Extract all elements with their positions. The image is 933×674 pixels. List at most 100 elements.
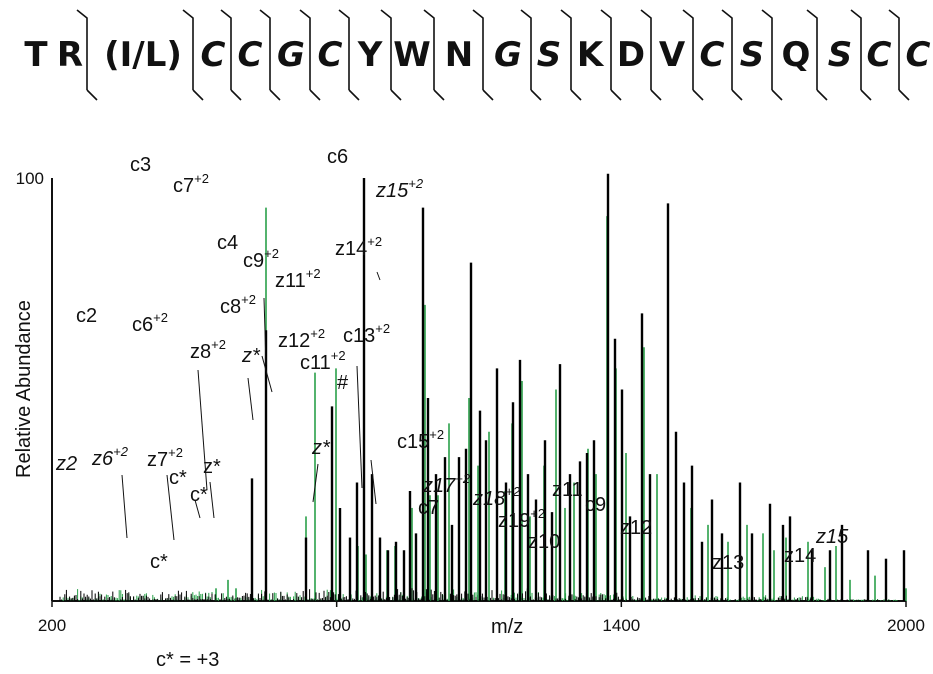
peak-label: z19+2 xyxy=(498,506,545,532)
peak-label-charge: +2 xyxy=(408,176,424,191)
peak-label-text: z6 xyxy=(91,448,114,470)
peak-label: c* xyxy=(150,551,168,573)
peak-label-text: c7 xyxy=(418,497,439,519)
peak-label: z14 xyxy=(784,545,816,567)
peak-label-text: c* xyxy=(150,551,168,573)
residue: W xyxy=(393,35,431,75)
peak-label: c15+2 xyxy=(397,427,444,453)
peak-label: z* xyxy=(241,345,261,367)
leader-line xyxy=(166,474,175,541)
peak-label-text: z* xyxy=(241,345,261,367)
peak-label-charge: +2 xyxy=(168,445,183,460)
c-cleavage-mark xyxy=(640,9,652,90)
z-cleavage-mark xyxy=(230,89,242,101)
residue: S xyxy=(740,35,765,75)
z-cleavage-mark xyxy=(898,89,910,101)
peak-label: z10 xyxy=(528,531,560,553)
c-cleavage-mark xyxy=(761,9,773,90)
peak-label-charge: +2 xyxy=(367,234,382,249)
c-cleavage-mark xyxy=(259,9,271,90)
peak-label: c11+2 xyxy=(300,348,346,374)
c-cleavage-mark xyxy=(220,9,232,90)
c-cleavage-mark xyxy=(560,9,572,90)
x-tick-label: 800 xyxy=(322,616,350,635)
peak-label: c9+2 xyxy=(243,246,279,272)
peak-label: c8+2 xyxy=(220,292,256,318)
residue: Q xyxy=(782,35,811,75)
residue: S xyxy=(537,35,562,75)
z-cleavage-mark xyxy=(860,89,872,101)
charge-footnote: c* = +3 xyxy=(156,649,219,671)
peak-label-text: c9 xyxy=(585,494,606,516)
z-cleavage-mark xyxy=(309,89,321,101)
residue: K xyxy=(577,35,605,75)
residue: T xyxy=(24,35,48,75)
residue: N xyxy=(445,35,473,75)
residue: C xyxy=(318,35,343,75)
peak-label-text: z11 xyxy=(275,270,306,292)
z-cleavage-mark xyxy=(433,89,445,101)
peak-label-text: z11 xyxy=(552,479,583,501)
c-cleavage-mark xyxy=(380,9,392,90)
peak-label: z11 xyxy=(552,479,583,501)
peak-label-charge: +2 xyxy=(264,246,279,261)
y-axis-label: Relative Abundance xyxy=(13,300,35,478)
peak-label: c* xyxy=(190,484,208,506)
peak-label-text: z15 xyxy=(815,526,849,548)
peak-label-charge: +2 xyxy=(194,171,209,186)
z-cleavage-mark xyxy=(731,89,743,101)
peak-label: c4 xyxy=(217,232,238,254)
peak-label-charge: +2 xyxy=(429,427,444,442)
leader-line xyxy=(194,499,201,519)
leader-line xyxy=(209,481,215,519)
peak-label-text: z18 xyxy=(472,488,505,510)
peak-label-charge: +2 xyxy=(530,506,545,521)
peak-label-text: z8 xyxy=(190,341,211,363)
c-cleavage-mark xyxy=(76,9,88,90)
peak-label: c* xyxy=(169,467,187,489)
peak-label: z14+2 xyxy=(335,234,382,260)
residue: S xyxy=(828,35,853,75)
residue: V xyxy=(659,35,686,75)
annotation-leader-lines xyxy=(121,271,381,541)
peak-label: z8+2 xyxy=(190,337,226,363)
peak-label-text: z14 xyxy=(784,545,816,567)
c-cleavage-mark xyxy=(600,9,612,90)
leader-line xyxy=(197,369,208,491)
z-cleavage-mark xyxy=(482,89,494,101)
peak-label-text: z12 xyxy=(620,517,652,539)
black-spectrum xyxy=(59,173,906,601)
peak-label-text: c15 xyxy=(397,431,429,453)
c-cleavage-mark xyxy=(182,9,194,90)
leader-line xyxy=(376,271,381,281)
x-tick-label: 2000 xyxy=(887,616,925,635)
peak-label-charge: +2 xyxy=(153,310,168,325)
peak-label-text: z* xyxy=(311,437,331,459)
peak-label-text: z15 xyxy=(375,180,409,202)
z-cleavage-mark xyxy=(610,89,622,101)
peak-label-text: c2 xyxy=(76,305,97,327)
peak-label-text: c4 xyxy=(217,232,238,254)
leader-line xyxy=(247,377,254,421)
peak-label-text: z12 xyxy=(278,330,310,352)
peak-label-text: c7 xyxy=(173,175,194,197)
peak-label: c7+2 xyxy=(173,171,209,197)
z-cleavage-mark xyxy=(771,89,783,101)
peak-label-text: z13 xyxy=(712,552,744,574)
peak-label: z12 xyxy=(620,517,652,539)
peak-label: z13 xyxy=(712,552,744,574)
green-spectrum xyxy=(59,207,907,601)
peak-label-text: c9 xyxy=(243,250,264,272)
z-cleavage-mark xyxy=(816,89,828,101)
z-cleavage-mark xyxy=(570,89,582,101)
peak-label: z7+2 xyxy=(147,445,183,471)
peptide-sequence: T R (I/L) C C G C Y W N G S K D V C S Q S C C xyxy=(24,9,931,101)
c-cleavage-mark xyxy=(520,9,532,90)
peak-label: z* xyxy=(203,456,221,478)
leader-line xyxy=(263,297,267,366)
leader-line xyxy=(121,474,128,539)
z-cleavage-mark xyxy=(530,89,542,101)
peak-label-text: c* xyxy=(190,484,208,506)
y-tick-label: 100 xyxy=(16,169,44,188)
peak-label-text: z19 xyxy=(498,510,530,532)
